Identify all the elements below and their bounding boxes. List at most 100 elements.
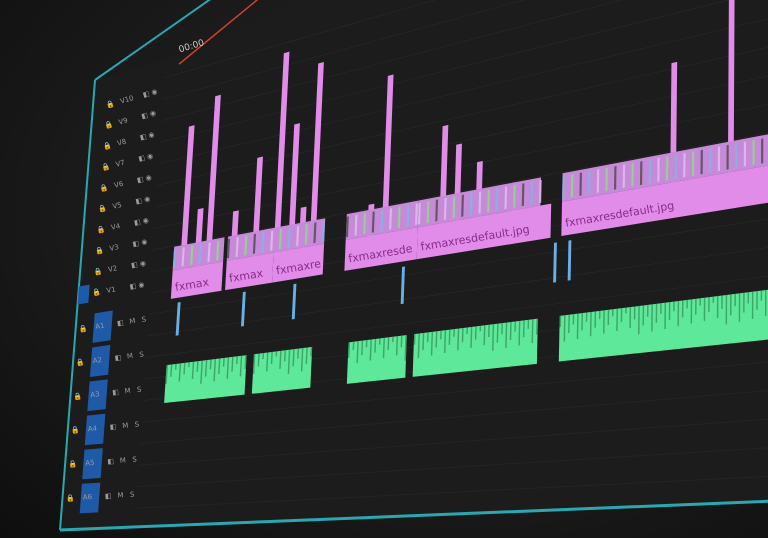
mute-button[interactable]: M: [122, 422, 129, 431]
fx-icon[interactable]: fx: [275, 263, 288, 278]
video-clip-0[interactable]: [170, 261, 224, 299]
clip-stack-stripe[interactable]: [504, 186, 508, 210]
track-toggle-icons[interactable]: ◧ ◉: [139, 130, 155, 141]
clip-stack-stripe[interactable]: [726, 144, 729, 170]
clip-stack-stripe[interactable]: [639, 161, 643, 186]
clip-stack-stripe[interactable]: [709, 148, 712, 173]
fx-icon[interactable]: fx: [174, 279, 187, 294]
video-clip-2[interactable]: [272, 243, 325, 283]
clip-stack-stripe[interactable]: [216, 240, 220, 261]
video-clip-1[interactable]: [225, 252, 274, 291]
clip-stack-stripe[interactable]: [539, 180, 542, 204]
solo-button[interactable]: S: [130, 491, 135, 499]
lock-icon[interactable]: 🔒: [66, 494, 75, 502]
clip-stack-stripe[interactable]: [674, 154, 677, 179]
fx-icon[interactable]: fx: [228, 270, 241, 285]
lock-icon[interactable]: 🔒: [73, 392, 83, 401]
clip-stack-stripe[interactable]: [244, 235, 248, 256]
clip-stack-stripe[interactable]: [743, 141, 747, 167]
solo-button[interactable]: S: [134, 420, 140, 428]
track-toggle-icons[interactable]: ◧ ◉: [132, 238, 148, 249]
clip-stack-stripe[interactable]: [261, 232, 265, 253]
track-toggle-icons[interactable]: ◧ ◉: [133, 216, 149, 227]
mute-button[interactable]: M: [129, 317, 136, 326]
mic-icon[interactable]: ◧: [107, 457, 114, 465]
clip-stack-stripe[interactable]: [700, 149, 703, 175]
clip-stack-stripe[interactable]: [461, 194, 464, 217]
clip-stack-stripe[interactable]: [270, 230, 274, 251]
clip-stack-stripe[interactable]: [631, 162, 634, 187]
clip-stack-stripe[interactable]: [614, 165, 617, 190]
clip-stack-stripe[interactable]: [380, 209, 384, 232]
track-toggle-icons[interactable]: ◧ ◉: [140, 109, 157, 121]
solo-button[interactable]: S: [132, 456, 138, 464]
clip-stack-stripe[interactable]: [596, 169, 600, 193]
clip-stack-stripe[interactable]: [278, 228, 282, 250]
mute-button[interactable]: M: [124, 387, 131, 396]
mute-button[interactable]: M: [117, 491, 123, 499]
mic-icon[interactable]: ◧: [109, 423, 116, 432]
clip-stack-stripe[interactable]: [521, 183, 525, 207]
fx-icon[interactable]: fx: [347, 251, 360, 266]
clip-stack-stripe[interactable]: [735, 143, 738, 169]
audio-clip-4[interactable]: [558, 286, 768, 362]
clip-stack-stripe[interactable]: [530, 181, 534, 205]
clip-stack-stripe[interactable]: [417, 202, 421, 225]
mute-button[interactable]: M: [127, 352, 134, 361]
clip-stack-stripe[interactable]: [313, 222, 317, 244]
lock-icon[interactable]: 🔒: [99, 183, 109, 193]
clip-stack-stripe[interactable]: [487, 189, 490, 213]
clip-stack-stripe[interactable]: [683, 152, 686, 178]
clip-stack-stripe[interactable]: [345, 216, 349, 238]
clip-stack-stripe[interactable]: [371, 211, 375, 233]
clip-stack-stripe[interactable]: [665, 156, 669, 181]
lock-icon[interactable]: 🔒: [78, 324, 88, 333]
clip-stack-stripe[interactable]: [622, 164, 626, 189]
clip-stack-stripe[interactable]: [406, 204, 410, 227]
solo-button[interactable]: S: [141, 315, 147, 324]
mic-icon[interactable]: ◧: [105, 492, 112, 500]
lock-icon[interactable]: 🔒: [76, 358, 86, 367]
solo-button[interactable]: S: [139, 350, 145, 359]
lock-icon[interactable]: 🔒: [95, 246, 105, 256]
mic-icon[interactable]: ◧: [117, 319, 125, 328]
solo-button[interactable]: S: [137, 385, 143, 394]
clip-stack-1[interactable]: [226, 218, 326, 261]
track-toggle-icons[interactable]: ◧ ◉: [138, 152, 154, 163]
clip-stack-stripe[interactable]: [443, 197, 447, 220]
mic-icon[interactable]: ◧: [114, 353, 122, 362]
clip-stack-stripe[interactable]: [354, 214, 358, 236]
mute-button[interactable]: M: [120, 456, 127, 464]
clip-stack-stripe[interactable]: [252, 233, 257, 254]
track-toggle-icons[interactable]: ◧ ◉: [142, 87, 159, 99]
clip-stack-stripe[interactable]: [322, 220, 326, 242]
clip-stack-stripe[interactable]: [363, 213, 367, 235]
clip-stack-4[interactable]: [562, 128, 768, 202]
lock-icon[interactable]: 🔒: [68, 460, 77, 469]
clip-stack-stripe[interactable]: [513, 184, 516, 208]
clip-stack-stripe[interactable]: [605, 167, 608, 192]
clip-stack-stripe[interactable]: [717, 146, 721, 172]
clip-stack-stripe[interactable]: [579, 172, 582, 196]
video-clip-5[interactable]: [561, 160, 768, 237]
clip-stack-stripe[interactable]: [304, 223, 308, 245]
clip-stack-stripe[interactable]: [415, 203, 418, 226]
lock-icon[interactable]: 🔒: [101, 162, 111, 172]
lock-icon[interactable]: 🔒: [98, 204, 108, 214]
clip-stack-stripe[interactable]: [435, 199, 439, 222]
clip-stack-stripe[interactable]: [478, 191, 482, 214]
mic-icon[interactable]: ◧: [112, 388, 119, 397]
clip-stack-stripe[interactable]: [469, 193, 473, 216]
clip-stack-stripe[interactable]: [296, 225, 300, 247]
clip-stack-stripe[interactable]: [198, 243, 203, 264]
clip-stack-stripe[interactable]: [562, 175, 565, 199]
lock-icon[interactable]: 🔒: [102, 141, 112, 151]
clip-stack-stripe[interactable]: [172, 248, 177, 269]
clip-stack-stripe[interactable]: [648, 159, 652, 184]
track-toggle-icons[interactable]: ◧ ◉: [135, 195, 151, 206]
clip-stack-stripe[interactable]: [181, 247, 185, 267]
clip-stack-stripe[interactable]: [752, 139, 755, 166]
fx-icon[interactable]: fx: [564, 215, 577, 230]
clip-stack-stripe[interactable]: [657, 157, 660, 183]
fx-icon[interactable]: fx: [420, 239, 433, 254]
